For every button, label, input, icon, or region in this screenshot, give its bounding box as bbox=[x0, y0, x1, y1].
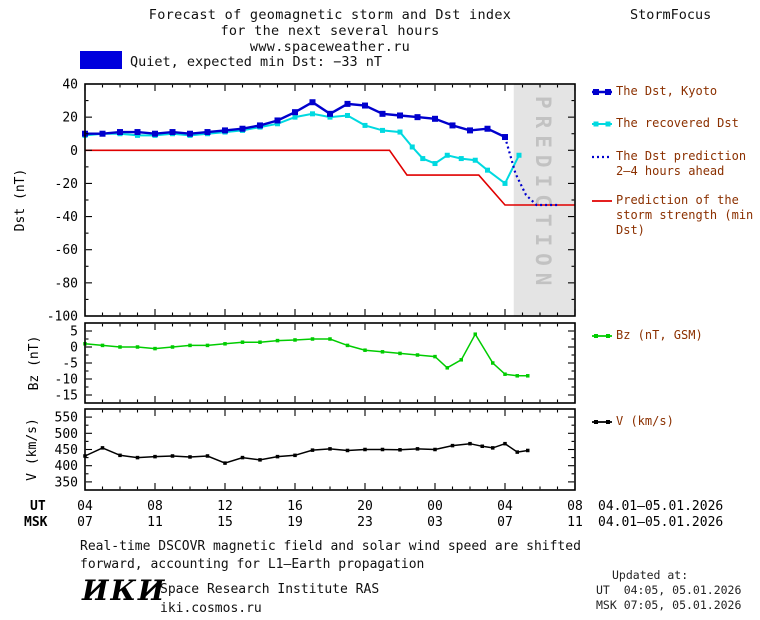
svg-text:UT: UT bbox=[30, 499, 46, 514]
legend-label-recovered-dst: The recovered Dst bbox=[616, 116, 739, 130]
svg-text:04: 04 bbox=[497, 499, 513, 514]
bz-marker-icon bbox=[592, 334, 612, 338]
updated-at-label: Updated at: bbox=[612, 568, 689, 582]
storm-prediction-marker-icon bbox=[592, 200, 612, 202]
dst-prediction-marker-icon bbox=[592, 155, 612, 159]
svg-text:08: 08 bbox=[567, 499, 583, 514]
title-line-1: Forecast of geomagnetic storm and Dst in… bbox=[148, 7, 512, 23]
svg-text:03: 03 bbox=[427, 515, 443, 530]
svg-text:0: 0 bbox=[70, 341, 78, 356]
brand-stormfocus: StormFocus bbox=[630, 7, 712, 23]
svg-text:23: 23 bbox=[357, 515, 373, 530]
status-text: Quiet, expected min Dst: −33 nT bbox=[130, 54, 382, 70]
svg-text:PREDICTION: PREDICTION bbox=[531, 96, 555, 292]
svg-text:04.01–05.01.2026: 04.01–05.01.2026 bbox=[598, 515, 723, 530]
svg-text:07: 07 bbox=[497, 515, 513, 530]
svg-text:19: 19 bbox=[287, 515, 303, 530]
recovered-dst-marker-icon bbox=[592, 121, 612, 127]
updated-at-msk: MSK 07:05, 05.01.2026 bbox=[596, 598, 742, 612]
legend-item-v: V (km/s) bbox=[592, 414, 758, 429]
legend-item-recovered-dst: The recovered Dst bbox=[592, 116, 758, 131]
title-line-3: www.spaceweather.ru bbox=[249, 39, 411, 55]
svg-text:-20: -20 bbox=[55, 177, 78, 192]
svg-text:MSK: MSK bbox=[24, 515, 48, 530]
page-title: Forecast of geomagnetic storm and Dst in… bbox=[60, 7, 600, 55]
svg-text:550: 550 bbox=[55, 411, 78, 426]
institute-site: iki.cosmos.ru bbox=[160, 601, 262, 616]
svg-text:11: 11 bbox=[567, 515, 583, 530]
svg-text:500: 500 bbox=[55, 427, 78, 442]
svg-text:-100: -100 bbox=[47, 310, 78, 325]
svg-text:20: 20 bbox=[357, 499, 373, 514]
iki-logo: ИКИ bbox=[82, 574, 167, 607]
svg-text:Bz (nT): Bz (nT) bbox=[27, 336, 42, 391]
svg-text:0: 0 bbox=[70, 144, 78, 159]
svg-text:40: 40 bbox=[62, 78, 78, 93]
svg-text:-15: -15 bbox=[55, 389, 78, 404]
title-line-2: for the next several hours bbox=[220, 23, 440, 39]
svg-text:-40: -40 bbox=[55, 210, 78, 225]
legend-label-dst-prediction: The Dst prediction 2–4 hours ahead bbox=[616, 149, 747, 178]
propagation-note-line2: forward, accounting for L1–Earth propaga… bbox=[80, 557, 425, 572]
svg-text:350: 350 bbox=[55, 475, 78, 490]
svg-text:-80: -80 bbox=[55, 276, 78, 291]
propagation-note-line1: Real-time DSCOVR magnetic field and sola… bbox=[80, 539, 581, 554]
legend-label-dst-kyoto: The Dst, Kyoto bbox=[616, 84, 718, 98]
updated-at-ut: UT 04:05, 05.01.2026 bbox=[596, 583, 742, 597]
svg-text:04: 04 bbox=[77, 499, 93, 514]
svg-text:-10: -10 bbox=[55, 373, 78, 388]
legend-item-dst-prediction: The Dst prediction 2–4 hours ahead bbox=[592, 149, 758, 179]
svg-text:16: 16 bbox=[287, 499, 303, 514]
svg-text:450: 450 bbox=[55, 443, 78, 458]
svg-text:04.01–05.01.2026: 04.01–05.01.2026 bbox=[598, 499, 723, 514]
dst-kyoto-marker-icon bbox=[592, 89, 612, 95]
legend-item-storm-prediction: Prediction of the storm strength (min Ds… bbox=[592, 193, 758, 238]
institute-name: Space Research Institute RAS bbox=[160, 582, 380, 597]
svg-text:5: 5 bbox=[70, 325, 78, 340]
v-marker-icon bbox=[592, 420, 612, 424]
svg-text:V (km/s): V (km/s) bbox=[25, 418, 40, 481]
svg-text:20: 20 bbox=[62, 111, 78, 126]
svg-text:08: 08 bbox=[147, 499, 163, 514]
quiet-level-swatch bbox=[80, 51, 122, 69]
legend-item-bz: Bz (nT, GSM) bbox=[592, 328, 758, 343]
svg-text:400: 400 bbox=[55, 459, 78, 474]
legend-label-storm-prediction: Prediction of the storm strength (min Ds… bbox=[616, 193, 754, 237]
svg-text:15: 15 bbox=[217, 515, 233, 530]
svg-text:-5: -5 bbox=[62, 357, 78, 372]
svg-text:00: 00 bbox=[427, 499, 443, 514]
svg-text:-60: -60 bbox=[55, 243, 78, 258]
svg-text:Dst (nT): Dst (nT) bbox=[13, 169, 28, 232]
svg-text:11: 11 bbox=[147, 515, 163, 530]
legend-item-dst-kyoto: The Dst, Kyoto bbox=[592, 84, 758, 99]
svg-text:12: 12 bbox=[217, 499, 233, 514]
legend-label-bz: Bz (nT, GSM) bbox=[616, 328, 703, 342]
propagation-note: Real-time DSCOVR magnetic field and sola… bbox=[80, 538, 581, 574]
svg-text:07: 07 bbox=[77, 515, 93, 530]
legend-label-v: V (km/s) bbox=[616, 414, 674, 428]
